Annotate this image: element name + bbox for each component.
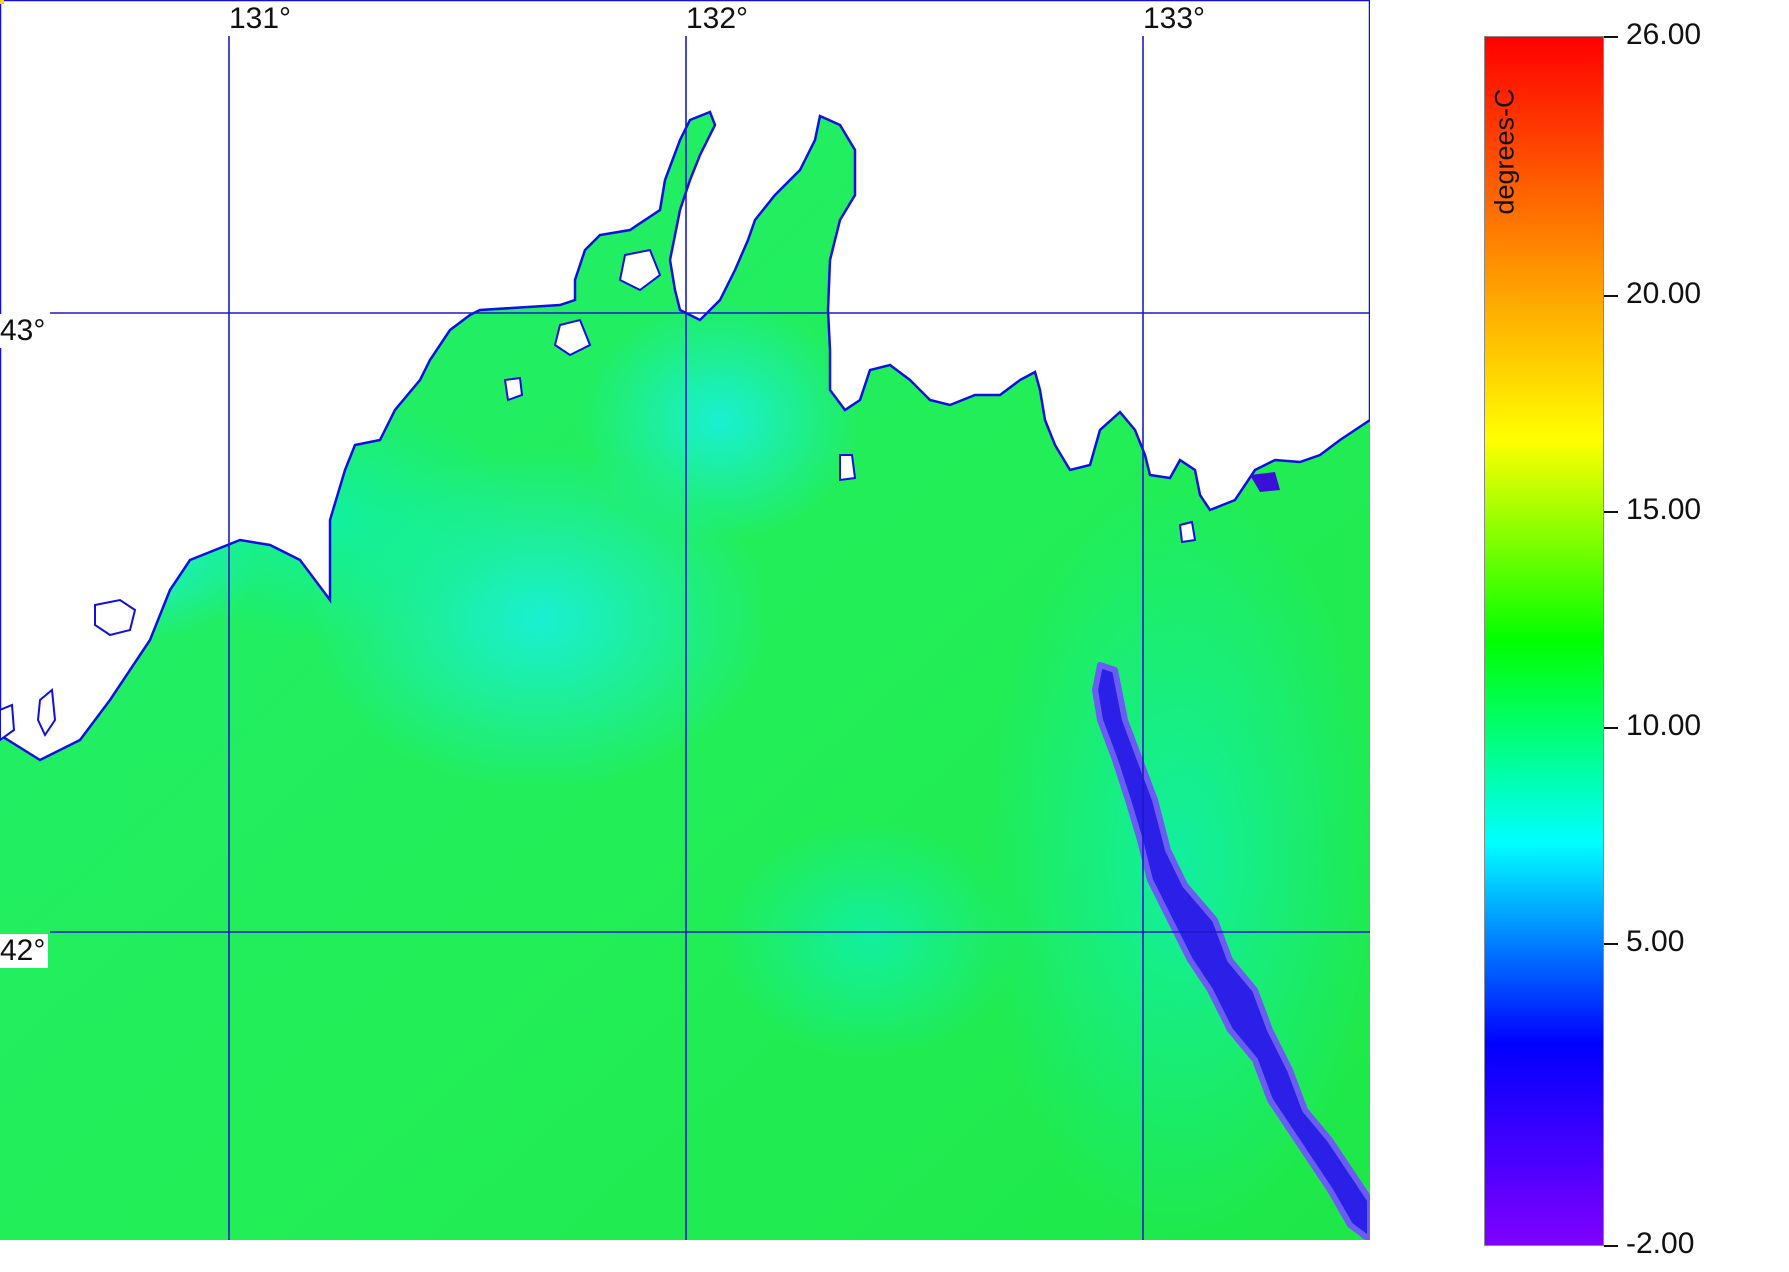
colorbar-tick [1604,295,1618,297]
cold-front-band [1092,662,1370,1240]
colorbar-tick-label: 20.00 [1626,277,1702,310]
latitude-label-43: 43° [0,314,49,348]
colorbar-tick-label: 26.00 [1626,18,1702,51]
island [839,454,857,482]
colorbar-tick-label: 10.00 [1626,709,1702,742]
colorbar [1484,36,1604,1246]
island [36,688,57,738]
colorbar-tick-label: 15.00 [1626,493,1702,526]
latitude-label-42: 42° [0,934,49,968]
colorbar-tick [1604,36,1618,38]
longitude-label-133: 133° [1143,2,1206,35]
cool-water-patch [580,300,860,540]
colorbar-tick [1604,511,1618,513]
cold-spot [1250,472,1280,492]
colorbar-tick [1604,727,1618,729]
colorbar-tick [1604,943,1618,945]
island [553,318,592,357]
island [1178,520,1197,544]
colorbar-tick [1604,1245,1618,1247]
island [0,703,16,742]
colorbar-tick-label: 5.00 [1626,925,1685,958]
island [618,248,662,292]
colorbar-tick-label: -2.00 [1626,1227,1695,1260]
cool-water-patch [720,820,1020,1060]
sst-map [0,0,1370,1240]
longitude-label-132: 132° [686,2,749,35]
longitude-label-131: 131° [229,2,292,35]
colorbar-unit-label: degrees-C [1489,88,1520,215]
island [503,376,524,402]
graticule [50,36,1370,1240]
corner-marker [0,0,4,4]
island [94,598,137,637]
